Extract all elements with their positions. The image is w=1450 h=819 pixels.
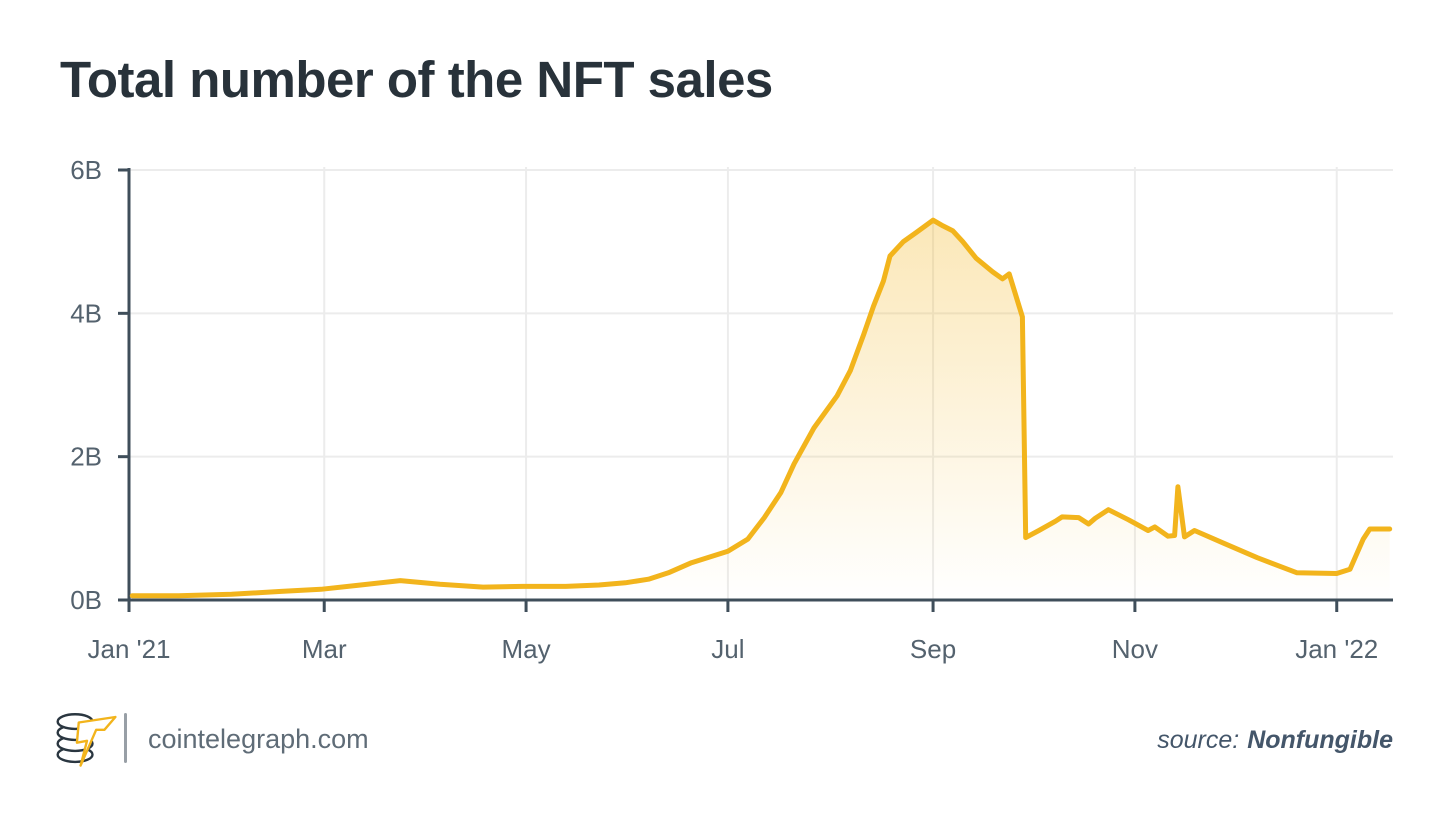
lightning-bolt-icon	[75, 715, 117, 767]
y-axis-labels: 0B 2B 4B 6B	[70, 155, 102, 615]
x-tick-label: Jul	[711, 634, 744, 664]
y-tick-label: 2B	[70, 442, 102, 472]
x-axis-labels: Jan '21 Mar May Jul Sep Nov Jan '22	[87, 634, 1378, 664]
page-title: Total number of the NFT sales	[60, 51, 773, 108]
sales-line	[129, 217, 1393, 599]
x-tick-label: Jan '21	[87, 634, 170, 664]
site-label: cointelegraph.com	[148, 724, 369, 754]
footer-divider	[124, 713, 127, 763]
y-tick-label: 6B	[70, 155, 102, 185]
y-tick-label: 4B	[70, 298, 102, 328]
cointelegraph-logo	[56, 713, 117, 767]
x-tick-label: Mar	[302, 634, 347, 664]
x-tick-label: Sep	[910, 634, 956, 664]
axis-ticks	[118, 168, 1339, 612]
area-fill	[132, 220, 1390, 600]
x-tick-label: Jan '22	[1295, 634, 1378, 664]
source-credit: source: Nonfungible	[1157, 726, 1393, 755]
x-tick-label: May	[502, 634, 551, 664]
y-tick-label: 0B	[70, 585, 102, 615]
footer: cointelegraph.com source: Nonfungible	[0, 700, 1450, 780]
source-label: source:	[1157, 726, 1240, 754]
x-tick-label: Nov	[1112, 634, 1158, 664]
source-value: Nonfungible	[1247, 726, 1393, 754]
